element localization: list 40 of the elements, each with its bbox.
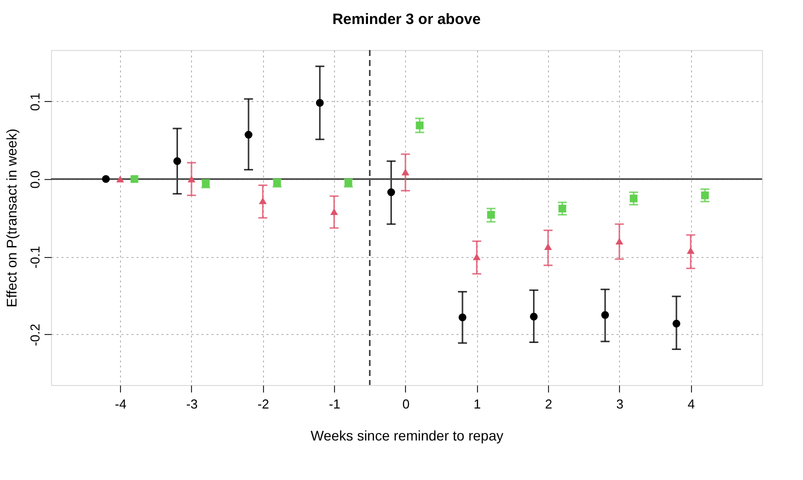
point [116,176,124,182]
point [601,311,609,319]
x-tick-label: 0 [402,396,410,412]
x-tick-label: -1 [328,396,340,412]
point [258,197,267,204]
chart-title: Reminder 3 or above [332,11,481,28]
point [102,175,110,183]
y-tick-label: 0.1 [28,92,42,111]
x-tick-label: 3 [616,396,624,412]
x-axis-title: Weeks since reminder to repay [310,428,504,444]
y-tick-label: -0.1 [28,246,42,268]
x-tick-label: 4 [688,396,695,412]
point [173,157,182,166]
point [387,188,396,196]
point [530,312,538,320]
x-tick-label: 1 [474,396,481,412]
point [544,243,552,250]
y-axis-title: Effect on P(transact in week) [4,128,20,308]
point [416,122,424,130]
point [616,238,624,245]
point [558,204,566,212]
x-tick-label: -2 [258,396,270,412]
point [402,168,410,176]
y-tick-label: 0.0 [28,170,42,189]
point [458,314,466,322]
point [244,130,252,139]
point [630,194,638,202]
point [330,208,338,216]
point [701,191,709,200]
point [487,210,495,219]
x-tick-label: 2 [544,396,552,412]
x-tick-label: -4 [114,396,126,412]
x-tick-label: -3 [186,396,198,412]
point [472,253,481,260]
y-tick-label: -0.2 [28,324,42,346]
point [188,176,196,182]
point [686,247,695,254]
point [316,98,324,107]
point [130,175,138,183]
point [672,320,680,328]
